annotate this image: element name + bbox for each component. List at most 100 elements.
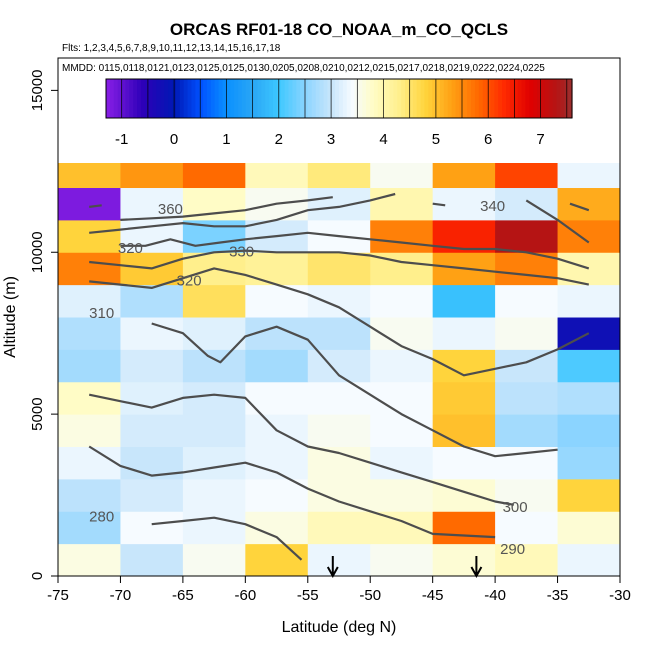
colorbar-swatch	[222, 79, 227, 118]
heatmap-cell	[120, 349, 184, 383]
heatmap-cell	[432, 317, 496, 350]
colorbar-swatch	[253, 79, 259, 118]
contour-label: 320	[118, 240, 143, 257]
colorbar-swatch	[439, 79, 445, 118]
heatmap-cell	[370, 543, 434, 577]
colorbar-swatch	[366, 79, 371, 118]
colorbar-swatch	[370, 79, 375, 118]
colorbar-swatch	[459, 79, 464, 118]
colorbar-swatch	[451, 79, 457, 118]
heatmap-cell	[557, 543, 621, 577]
theta-contour-line	[89, 192, 396, 234]
heatmap-cell	[120, 317, 184, 350]
plot-frame	[57, 57, 621, 577]
colorbar-swatch	[152, 79, 158, 118]
heatmap-cell	[307, 317, 371, 350]
heatmap-cell	[432, 284, 496, 318]
heatmap-cell	[58, 252, 121, 286]
colorbar-swatch	[405, 79, 410, 118]
colorbar-swatch	[498, 79, 503, 118]
heatmap-cell	[495, 511, 559, 545]
colorbar-swatch	[424, 79, 429, 118]
colorbar-swatch	[505, 79, 511, 118]
heatmap-cell	[432, 478, 496, 512]
heatmap-cell	[557, 414, 621, 448]
colorbar-swatch	[335, 79, 340, 118]
colorbar-swatch	[432, 79, 437, 118]
x-tick-label: -65	[172, 587, 194, 604]
colorbar-swatch	[471, 79, 476, 118]
colorbar-swatch	[156, 79, 161, 118]
colorbar-swatch	[284, 79, 290, 118]
heatmap-cell	[182, 381, 246, 415]
colorbar-tick-label: -1	[115, 131, 128, 148]
x-axis-label: Latitude (deg N)	[282, 619, 397, 636]
x-tick-label: -60	[234, 587, 256, 604]
heatmap-cell	[307, 543, 371, 577]
theta-contour-line	[151, 516, 303, 561]
colorbar-swatch	[416, 79, 422, 118]
colorbar-swatch	[245, 79, 251, 118]
colorbar-swatch	[109, 79, 115, 118]
heatmap-cell	[370, 478, 434, 512]
colorbar-swatch	[160, 79, 165, 118]
colorbar-tick-label: 5	[432, 131, 440, 148]
colorbar-swatch	[401, 79, 406, 118]
colorbar-swatch	[261, 79, 266, 118]
x-tick-label: -50	[359, 587, 381, 604]
colorbar-swatch	[113, 79, 119, 118]
colorbar-swatch	[521, 79, 526, 118]
colorbar-swatch	[315, 79, 321, 118]
heatmap-cell	[432, 381, 496, 415]
colorbar-ticks: -1 0 1 2 3 4 5 6 7	[115, 79, 568, 148]
colorbar-swatch	[568, 79, 573, 118]
heatmap-cell	[495, 543, 559, 577]
heatmap-cell	[245, 446, 309, 480]
heatmap-cell	[370, 511, 434, 545]
theta-contour-line	[88, 445, 496, 539]
heatmap-cell	[495, 219, 559, 253]
theta-contour-line	[89, 204, 102, 208]
heatmap-cell	[245, 381, 309, 415]
heatmap-cell	[120, 446, 184, 480]
heatmap-cell	[432, 511, 496, 545]
colorbar-swatch	[420, 79, 426, 118]
y-tick-label: 10000	[29, 231, 46, 273]
heatmap-cell	[120, 284, 184, 318]
heatmap-cell	[58, 349, 121, 383]
colorbar-swatch	[292, 79, 297, 118]
colorbar-tick-label: 6	[484, 131, 492, 148]
heatmap-cell	[495, 381, 559, 415]
colorbar-swatch	[389, 79, 394, 118]
colorbar-swatch	[179, 79, 185, 118]
x-tick-label: -75	[47, 587, 69, 604]
heatmap-cell	[307, 349, 371, 383]
colorbar-swatch	[265, 79, 270, 118]
heatmap-cell	[245, 252, 309, 286]
colorbar-swatch	[288, 79, 293, 118]
colorbar-swatch	[467, 79, 472, 118]
colorbar-swatch	[199, 79, 204, 118]
colorbar-swatch	[455, 79, 460, 118]
contour-label: 340	[480, 198, 505, 215]
colorbar-swatch	[412, 79, 418, 118]
heatmap-cell	[370, 187, 434, 221]
heatmap-cell	[245, 349, 309, 383]
colorbar-swatch	[393, 79, 398, 118]
x-axis: -75 -70 -65 -60 -55 -50 -45 -40 -35 -30	[47, 576, 631, 604]
heatmap-cell	[557, 187, 621, 221]
colorbar-swatch	[339, 79, 344, 118]
colorbar-swatch	[463, 79, 468, 118]
y-axis: 0 5000 10000 15000	[29, 70, 58, 580]
colorbar-swatch	[241, 79, 247, 118]
heatmap-cell	[182, 446, 246, 480]
colorbar-swatch	[397, 79, 402, 118]
colorbar-swatch	[331, 79, 336, 118]
colorbar-swatch	[490, 79, 495, 118]
heatmap-cell	[495, 478, 559, 512]
y-tick-label: 15000	[29, 70, 46, 112]
colorbar-swatch	[125, 79, 130, 118]
heatmap-cell	[58, 284, 121, 318]
colorbar-swatch	[168, 79, 173, 118]
